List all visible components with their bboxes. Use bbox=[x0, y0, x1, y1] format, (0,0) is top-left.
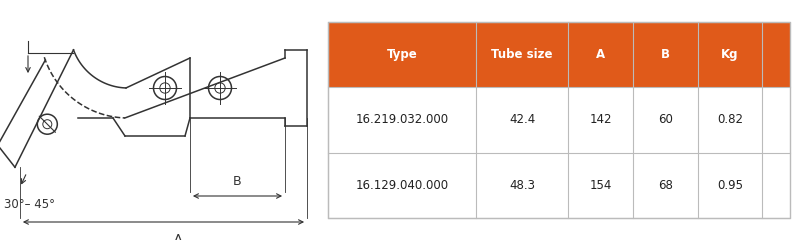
Text: 0.82: 0.82 bbox=[717, 114, 743, 126]
Text: 30°– 45°: 30°– 45° bbox=[4, 198, 55, 211]
Text: 68: 68 bbox=[658, 179, 673, 192]
Text: B: B bbox=[233, 175, 242, 188]
Text: 154: 154 bbox=[590, 179, 612, 192]
Text: A: A bbox=[596, 48, 605, 61]
Text: 42.4: 42.4 bbox=[509, 114, 535, 126]
Text: Kg: Kg bbox=[721, 48, 738, 61]
Text: A: A bbox=[174, 233, 182, 240]
Text: 0.95: 0.95 bbox=[717, 179, 743, 192]
Text: 60: 60 bbox=[658, 114, 673, 126]
Bar bbox=[328, 22, 790, 218]
Text: B: B bbox=[661, 48, 670, 61]
FancyBboxPatch shape bbox=[328, 153, 790, 218]
Text: 142: 142 bbox=[590, 114, 612, 126]
FancyBboxPatch shape bbox=[328, 22, 790, 87]
Text: 48.3: 48.3 bbox=[509, 179, 535, 192]
Text: 16.219.032.000: 16.219.032.000 bbox=[355, 114, 449, 126]
FancyBboxPatch shape bbox=[328, 87, 790, 153]
Text: 16.129.040.000: 16.129.040.000 bbox=[355, 179, 449, 192]
Text: Type: Type bbox=[386, 48, 418, 61]
Text: Tube size: Tube size bbox=[491, 48, 553, 61]
